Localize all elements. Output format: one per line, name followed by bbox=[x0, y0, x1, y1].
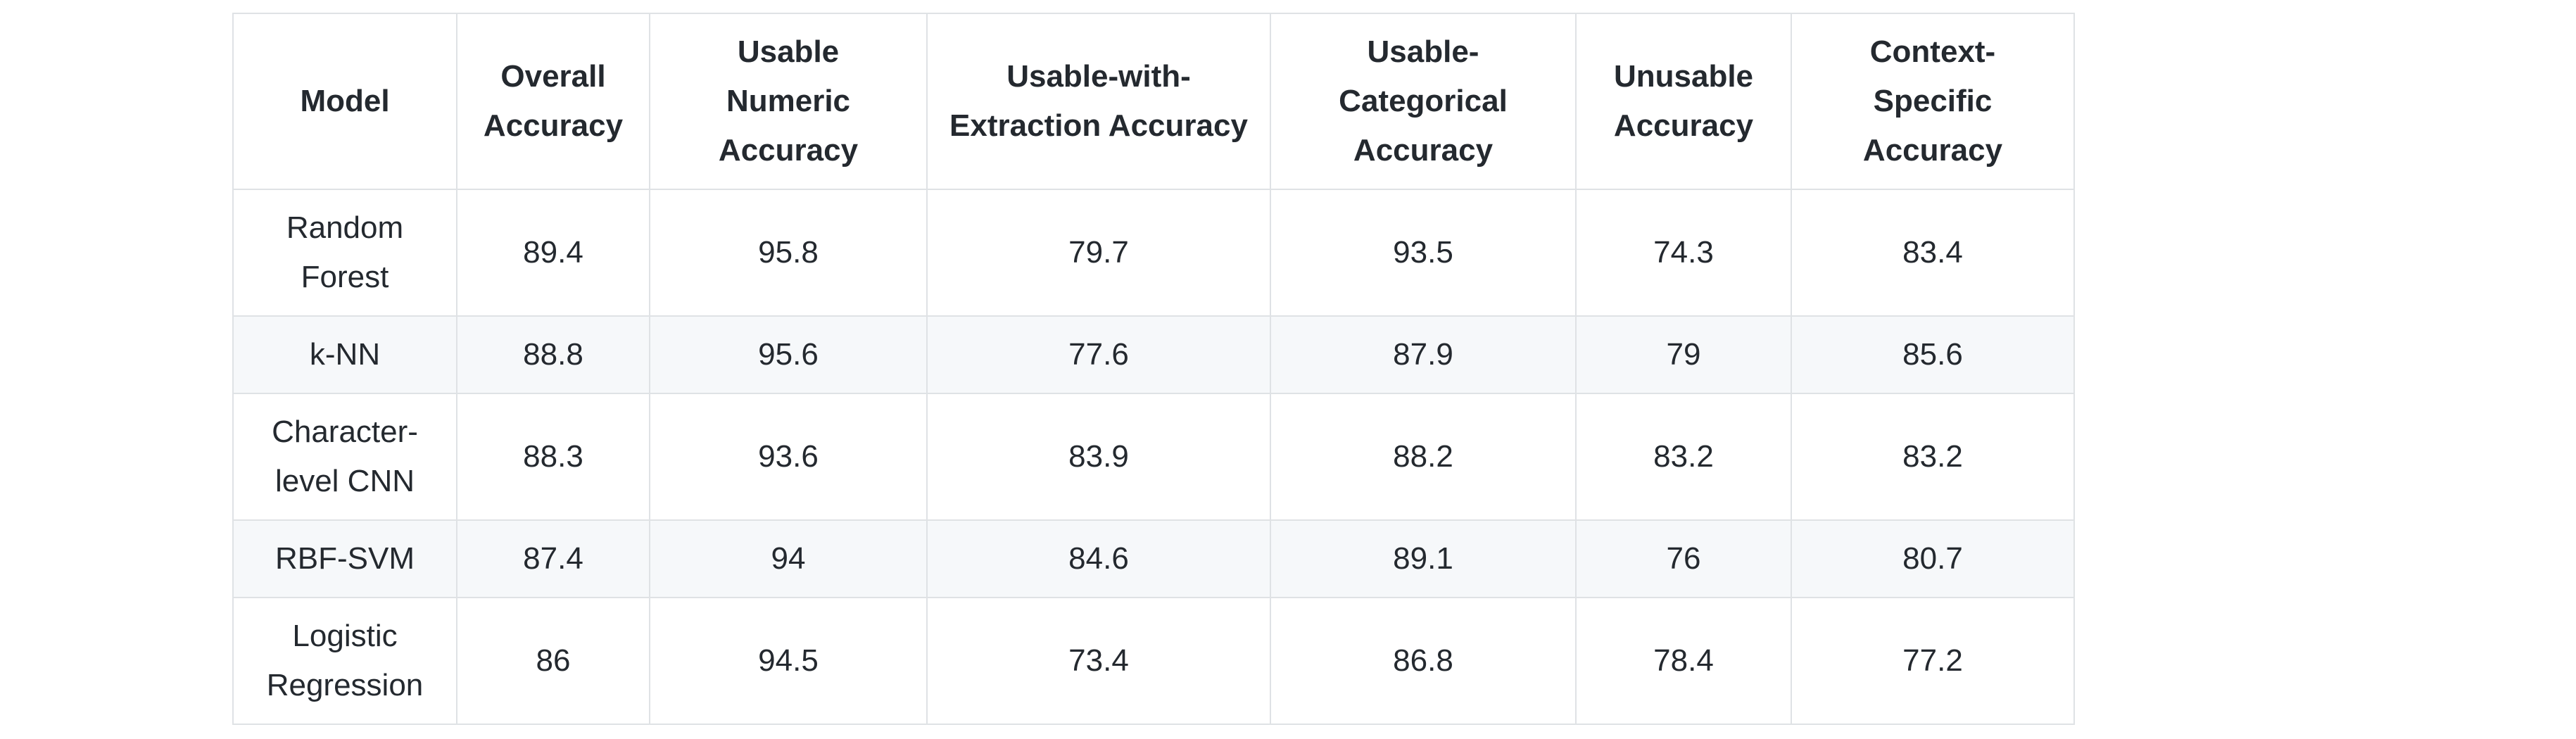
header-context-specific-accuracy: Context-Specific Accuracy bbox=[1791, 13, 2075, 190]
cell-unusable-accuracy: 78.4 bbox=[1575, 597, 1792, 725]
cell-usable-numeric-accuracy: 94 bbox=[649, 519, 928, 598]
header-overall-accuracy: Overall Accuracy bbox=[456, 13, 650, 190]
cell-usable-numeric-accuracy: 95.8 bbox=[649, 189, 928, 317]
cell-model: Character-level CNN bbox=[232, 393, 457, 521]
cell-context-specific-accuracy: 80.7 bbox=[1791, 519, 2075, 598]
cell-usable-categorical-accuracy: 89.1 bbox=[1270, 519, 1577, 598]
cell-usable-numeric-accuracy: 94.5 bbox=[649, 597, 928, 725]
table-row: Character-level CNN 88.3 93.6 83.9 88.2 … bbox=[232, 393, 2075, 521]
cell-usable-with-extraction-accuracy: 77.6 bbox=[926, 315, 1271, 394]
cell-usable-with-extraction-accuracy: 83.9 bbox=[926, 393, 1271, 521]
cell-unusable-accuracy: 76 bbox=[1575, 519, 1792, 598]
cell-unusable-accuracy: 83.2 bbox=[1575, 393, 1792, 521]
cell-overall-accuracy: 88.3 bbox=[456, 393, 650, 521]
cell-context-specific-accuracy: 83.4 bbox=[1791, 189, 2075, 317]
cell-overall-accuracy: 86 bbox=[456, 597, 650, 725]
table-row: k-NN 88.8 95.6 77.6 87.9 79 85.6 bbox=[232, 315, 2075, 394]
cell-usable-numeric-accuracy: 93.6 bbox=[649, 393, 928, 521]
cell-overall-accuracy: 88.8 bbox=[456, 315, 650, 394]
header-usable-with-extraction-accuracy: Usable-with-Extraction Accuracy bbox=[926, 13, 1271, 190]
table-row: RBF-SVM 87.4 94 84.6 89.1 76 80.7 bbox=[232, 519, 2075, 598]
cell-context-specific-accuracy: 85.6 bbox=[1791, 315, 2075, 394]
header-model: Model bbox=[232, 13, 457, 190]
header-unusable-accuracy: Unusable Accuracy bbox=[1575, 13, 1792, 190]
cell-unusable-accuracy: 79 bbox=[1575, 315, 1792, 394]
results-table: Model Overall Accuracy Usable Numeric Ac… bbox=[232, 13, 2075, 725]
header-usable-categorical-accuracy: Usable-Categorical Accuracy bbox=[1270, 13, 1577, 190]
cell-usable-with-extraction-accuracy: 84.6 bbox=[926, 519, 1271, 598]
cell-usable-with-extraction-accuracy: 79.7 bbox=[926, 189, 1271, 317]
cell-usable-categorical-accuracy: 88.2 bbox=[1270, 393, 1577, 521]
cell-overall-accuracy: 87.4 bbox=[456, 519, 650, 598]
table-row: Random Forest 89.4 95.8 79.7 93.5 74.3 8… bbox=[232, 189, 2075, 317]
cell-model: Random Forest bbox=[232, 189, 457, 317]
cell-context-specific-accuracy: 77.2 bbox=[1791, 597, 2075, 725]
header-usable-numeric-accuracy: Usable Numeric Accuracy bbox=[649, 13, 928, 190]
header-row: Model Overall Accuracy Usable Numeric Ac… bbox=[232, 13, 2075, 190]
cell-usable-categorical-accuracy: 93.5 bbox=[1270, 189, 1577, 317]
cell-unusable-accuracy: 74.3 bbox=[1575, 189, 1792, 317]
cell-usable-categorical-accuracy: 86.8 bbox=[1270, 597, 1577, 725]
cell-usable-with-extraction-accuracy: 73.4 bbox=[926, 597, 1271, 725]
cell-overall-accuracy: 89.4 bbox=[456, 189, 650, 317]
cell-context-specific-accuracy: 83.2 bbox=[1791, 393, 2075, 521]
table-row: Logistic Regression 86 94.5 73.4 86.8 78… bbox=[232, 597, 2075, 725]
cell-usable-numeric-accuracy: 95.6 bbox=[649, 315, 928, 394]
cell-model: Logistic Regression bbox=[232, 597, 457, 725]
cell-model: k-NN bbox=[232, 315, 457, 394]
cell-model: RBF-SVM bbox=[232, 519, 457, 598]
cell-usable-categorical-accuracy: 87.9 bbox=[1270, 315, 1577, 394]
